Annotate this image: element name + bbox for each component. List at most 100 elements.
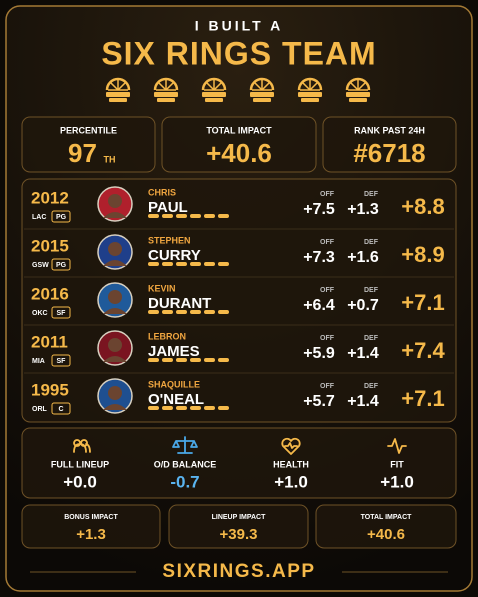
last-name: JAMES	[148, 343, 200, 360]
total-value: +8.9	[401, 242, 444, 267]
rating-dot	[218, 358, 229, 362]
total-value: +7.1	[401, 290, 444, 315]
avatar-body	[103, 404, 127, 410]
first-name: CHRIS	[148, 187, 176, 197]
ring-base	[202, 92, 226, 97]
rating-dot	[204, 358, 215, 362]
stat-value: 97	[68, 138, 97, 168]
rating-dot	[218, 214, 229, 218]
impact-label: BONUS IMPACT	[64, 514, 118, 521]
impact-box	[168, 504, 309, 549]
player-list	[21, 178, 457, 423]
ring-spoke	[206, 82, 215, 91]
ring-icon	[201, 77, 227, 102]
position: PG	[56, 262, 67, 269]
last-name: PAUL	[148, 199, 188, 216]
avatar-head	[108, 386, 122, 400]
rating-dot	[190, 214, 201, 218]
rating-dot	[148, 214, 159, 218]
rating-dot	[190, 358, 201, 362]
ring-spoke	[309, 82, 318, 91]
impact-label: LINEUP IMPACT	[212, 514, 267, 521]
off-value: +7.3	[303, 249, 335, 266]
year: 2011	[31, 332, 68, 351]
year: 2012	[31, 188, 69, 207]
ring-icon	[153, 77, 179, 102]
rating-dot	[190, 310, 201, 314]
def-label: DEF	[364, 239, 379, 246]
ring-foot	[301, 98, 319, 102]
metric-label: HEALTH	[273, 459, 309, 469]
metric-icon	[281, 437, 301, 455]
ring-spoke	[302, 82, 311, 91]
rating-dot	[162, 406, 173, 410]
rating-dot	[204, 262, 215, 266]
first-name: SHAQUILLE	[148, 379, 200, 389]
total-value: +7.4	[401, 338, 445, 363]
ring-wheel	[105, 77, 131, 91]
off-label: OFF	[320, 383, 335, 390]
ring-icon	[297, 77, 323, 102]
ring-spoke	[357, 82, 366, 91]
position: SF	[57, 310, 67, 317]
off-value: +5.7	[303, 393, 335, 410]
rating-dot	[218, 310, 229, 314]
impact-label: TOTAL IMPACT	[361, 514, 413, 521]
ring-spoke	[110, 82, 119, 91]
ring-wheel	[153, 77, 179, 91]
rating-dot	[162, 262, 173, 266]
footer: SIXRINGS.APP	[162, 561, 315, 582]
off-label: OFF	[320, 335, 335, 342]
stat-box	[21, 116, 156, 173]
kicker: I BUILT A	[195, 18, 283, 34]
year: 2016	[31, 284, 69, 303]
rating-dot	[218, 406, 229, 410]
metric-icon	[172, 436, 198, 454]
first-name: STEPHEN	[148, 235, 191, 245]
stat-label: RANK PAST 24H	[354, 125, 425, 135]
rating-dot	[176, 358, 187, 362]
ring-base	[154, 92, 178, 97]
position: PG	[56, 214, 67, 221]
ring-icon	[345, 77, 371, 102]
first-name: LEBRON	[148, 331, 186, 341]
rating-dot	[162, 358, 173, 362]
impact-box	[315, 504, 457, 549]
metric-label: FULL LINEUP	[51, 459, 109, 469]
metric-value: -0.7	[170, 472, 199, 491]
ring-base	[250, 92, 274, 97]
ring-icon	[249, 77, 275, 102]
stat-label: TOTAL IMPACT	[206, 125, 272, 135]
avatar-head	[108, 194, 122, 208]
ring-wheel	[345, 77, 371, 91]
ring-base	[298, 92, 322, 97]
rating-dot	[204, 214, 215, 218]
rating-dot	[162, 310, 173, 314]
rating-dot	[176, 406, 187, 410]
ring-wheel	[201, 77, 227, 91]
rating-dot	[148, 310, 159, 314]
rating-dot	[190, 406, 201, 410]
ring-wheel	[297, 77, 323, 91]
metric-icon	[73, 439, 91, 453]
metric-icon	[387, 438, 407, 454]
ring-base	[346, 92, 370, 97]
impact-value: +1.3	[76, 526, 106, 543]
ring-spoke	[254, 82, 263, 91]
year: 1995	[31, 380, 69, 399]
def-label: DEF	[364, 383, 379, 390]
last-name: CURRY	[148, 247, 201, 264]
off-value: +5.9	[303, 345, 335, 362]
first-name: KEVIN	[148, 283, 176, 293]
stat-suffix: TH	[104, 154, 116, 164]
ring-spoke	[117, 82, 126, 91]
total-value: +7.1	[401, 386, 444, 411]
off-label: OFF	[320, 191, 335, 198]
impact-value: +39.3	[220, 526, 258, 543]
ring-spoke	[165, 82, 174, 91]
content: PERCENTILE 97 TH TOTAL IMPACT +40.6 RANK PAST…	[21, 116, 457, 582]
team: ORL	[32, 406, 48, 413]
ring-foot	[349, 98, 367, 102]
impact-value: +40.6	[367, 526, 405, 543]
